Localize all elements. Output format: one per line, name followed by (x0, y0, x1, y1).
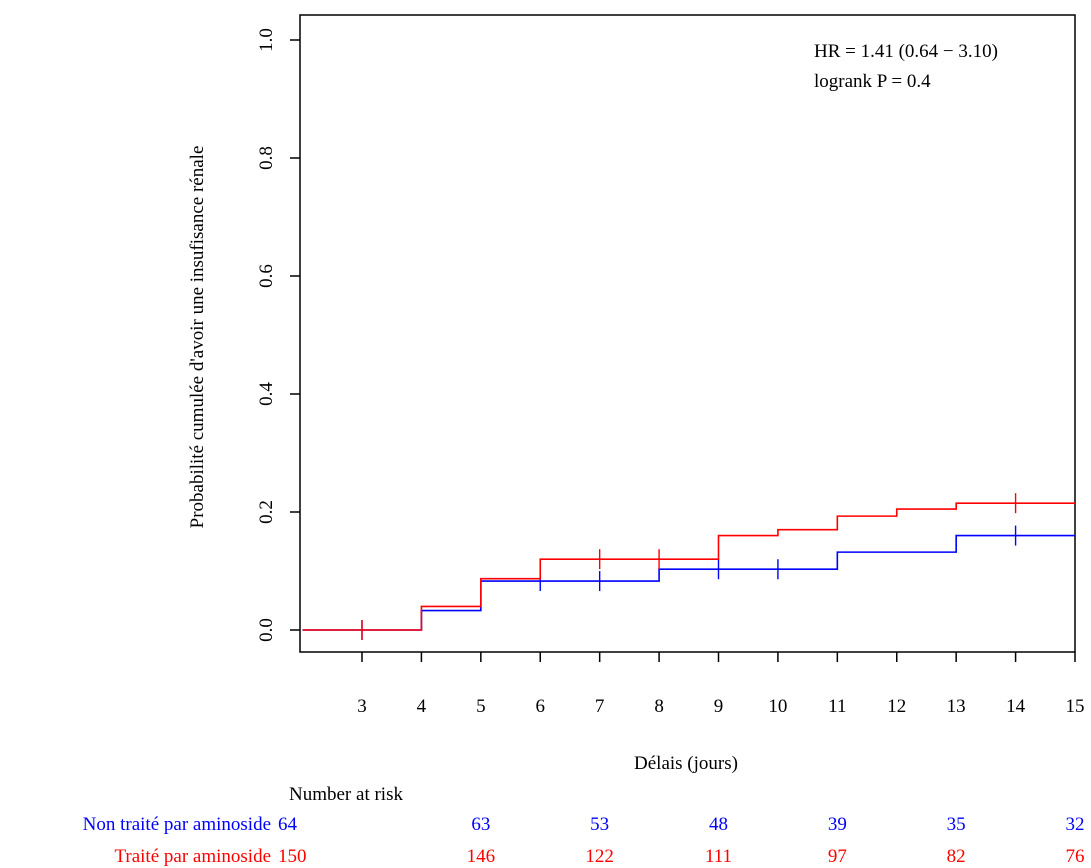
x-tick-label: 5 (476, 696, 486, 717)
x-tick-label: 12 (887, 696, 906, 717)
x-tick-label: 4 (417, 696, 427, 717)
risk-value: 82 (947, 846, 966, 867)
y-tick-label: 0.8 (256, 146, 277, 170)
risk-row-label: Non traité par aminoside (83, 814, 271, 835)
risk-value: 39 (828, 814, 847, 835)
x-tick-label: 8 (654, 696, 664, 717)
x-axis: 3 4 5 6 7 8 9 10 11 12 13 14 15 (357, 652, 1085, 717)
risk-value: 64 (278, 814, 298, 835)
y-tick-label: 1.0 (256, 28, 277, 52)
x-tick-label: 11 (828, 696, 846, 717)
x-tick-label: 3 (357, 696, 367, 717)
x-tick-label: 6 (536, 696, 546, 717)
risk-value: 122 (585, 846, 614, 867)
risk-value: 150 (278, 846, 307, 867)
x-tick-label: 7 (595, 696, 605, 717)
risk-value: 63 (471, 814, 490, 835)
risk-table: Number at risk Non traité par aminoside 6… (83, 784, 1085, 867)
y-tick-label: 0.4 (256, 382, 277, 406)
series-line-traite (302, 502, 1075, 631)
risk-value: 76 (1066, 846, 1085, 867)
risk-value: 48 (709, 814, 728, 835)
x-tick-label: 10 (768, 696, 787, 717)
series-layer (302, 493, 1075, 640)
logrank-annotation: logrank P = 0.4 (814, 71, 931, 92)
risk-value: 97 (828, 846, 847, 867)
risk-row-label: Traité par aminoside (114, 846, 271, 867)
x-axis-title: Délais (jours) (634, 753, 738, 774)
risk-value: 111 (705, 846, 732, 867)
y-tick-label: 0.0 (256, 618, 277, 642)
risk-value: 32 (1066, 814, 1085, 835)
risk-table-title: Number at risk (289, 784, 403, 805)
risk-value: 53 (590, 814, 609, 835)
risk-value: 35 (947, 814, 966, 835)
y-axis-title: Probabilité cumulée d'avoir une insufisa… (187, 146, 208, 529)
x-tick-label: 13 (947, 696, 966, 717)
risk-value: 146 (467, 846, 496, 867)
y-tick-label: 0.6 (256, 264, 277, 288)
series-line-non-traite (302, 534, 1075, 631)
x-tick-label: 9 (714, 696, 724, 717)
x-tick-label: 15 (1066, 696, 1085, 717)
plot-frame (299, 14, 1076, 653)
hr-annotation: HR = 1.41 (0.64 − 3.10) (814, 41, 998, 62)
x-tick-label: 14 (1006, 696, 1026, 717)
y-tick-label: 0.2 (256, 500, 277, 524)
y-axis: 0.0 0.2 0.4 0.6 0.8 1.0 (256, 28, 300, 642)
